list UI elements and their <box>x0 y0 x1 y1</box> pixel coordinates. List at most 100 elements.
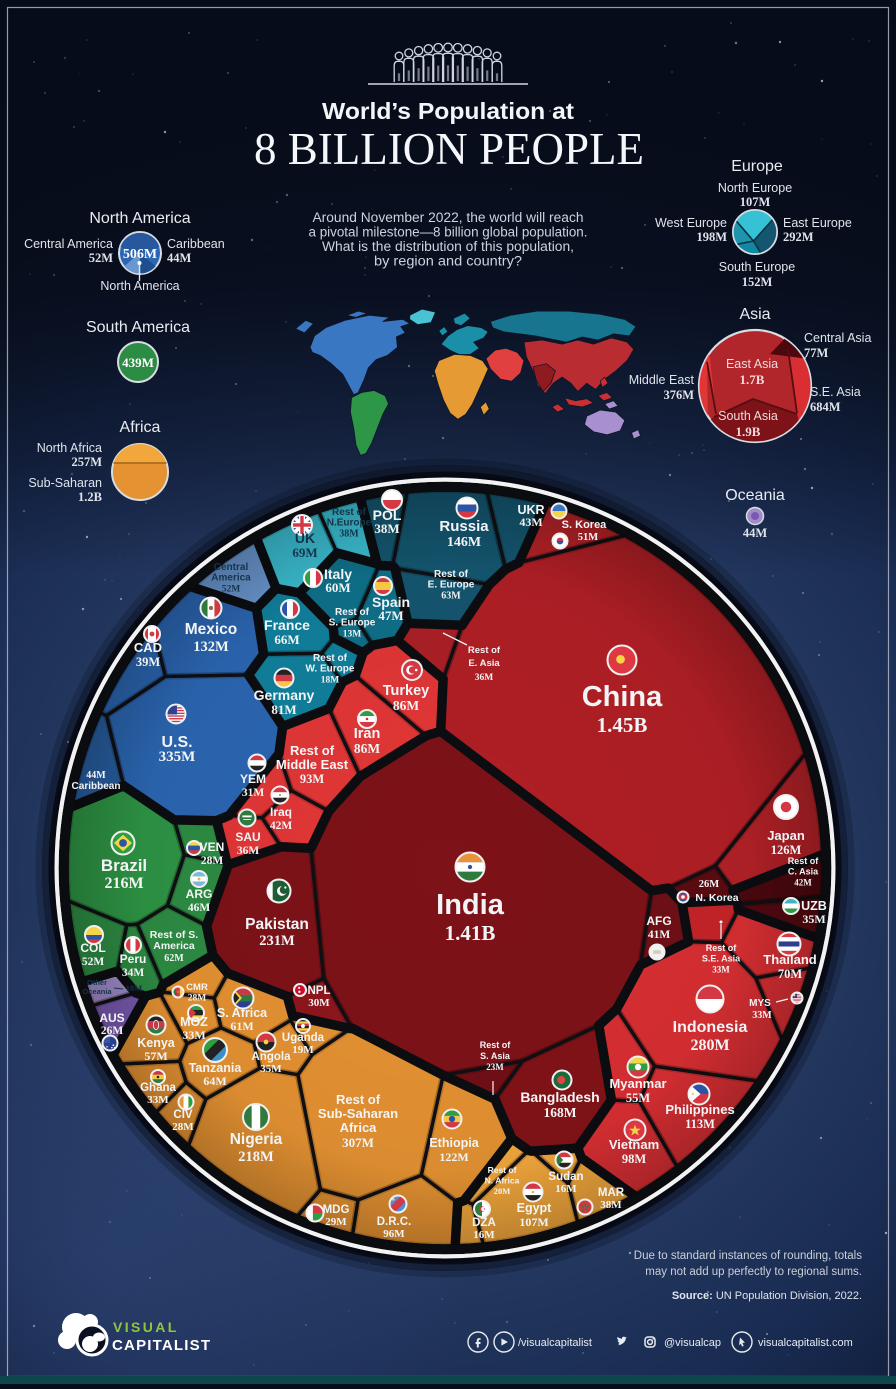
svg-text:18M: 18M <box>126 983 143 993</box>
svg-text:East Europe: East Europe <box>783 216 852 230</box>
svg-text:55M: 55M <box>626 1091 651 1105</box>
svg-text:Iran: Iran <box>354 726 381 742</box>
svg-text:376M: 376M <box>663 388 694 402</box>
svg-text:29M: 29M <box>325 1216 347 1228</box>
svg-text:Caribbean: Caribbean <box>167 237 225 251</box>
svg-text:96M: 96M <box>383 1228 405 1240</box>
svg-text:64M: 64M <box>203 1074 226 1088</box>
svg-text:41M: 41M <box>648 929 671 941</box>
svg-text:C. Asia: C. Asia <box>788 867 819 877</box>
svg-text:Uganda: Uganda <box>282 1032 325 1044</box>
svg-text:MDG: MDG <box>323 1204 350 1216</box>
svg-text:may not add up perfectly to re: may not add up perfectly to regional sum… <box>645 1266 862 1278</box>
svg-text:UK: UK <box>295 530 315 546</box>
svg-text:China: China <box>582 681 663 713</box>
svg-text:18M: 18M <box>321 676 340 686</box>
svg-text:Asia: Asia <box>739 306 770 323</box>
svg-text:Sub-Saharan: Sub-Saharan <box>318 1106 398 1121</box>
svg-text:Caribbean: Caribbean <box>72 781 121 792</box>
svg-text:43M: 43M <box>519 515 542 529</box>
svg-text:CIV: CIV <box>173 1109 193 1121</box>
svg-text:North America: North America <box>100 279 179 293</box>
svg-text:30M: 30M <box>308 997 330 1009</box>
svg-text:35M: 35M <box>802 912 825 926</box>
svg-text:44M: 44M <box>743 526 768 540</box>
svg-text:Thailand: Thailand <box>763 952 817 967</box>
svg-text:Rest of: Rest of <box>788 856 820 866</box>
svg-text:47M: 47M <box>378 608 403 623</box>
svg-text:439M: 439M <box>122 355 154 370</box>
svg-text:SAU: SAU <box>235 830 260 844</box>
svg-text:Iraq: Iraq <box>270 805 292 819</box>
svg-text:COL: COL <box>80 941 105 955</box>
svg-text:UKR: UKR <box>517 503 544 517</box>
svg-text:Rest of S.: Rest of S. <box>150 929 199 941</box>
svg-text:Oceania: Oceania <box>725 487 785 504</box>
svg-text:Europe: Europe <box>731 158 783 175</box>
svg-text:216M: 216M <box>104 875 143 892</box>
svg-text:West Europe: West Europe <box>655 216 727 230</box>
svg-text:Middle East: Middle East <box>276 757 349 772</box>
svg-text:66M: 66M <box>274 632 299 647</box>
svg-text:Tanzania: Tanzania <box>189 1061 243 1075</box>
svg-text:51M: 51M <box>578 532 599 543</box>
svg-text:1.45B: 1.45B <box>597 713 648 737</box>
svg-text:60M: 60M <box>325 580 350 595</box>
svg-text:South Europe: South Europe <box>719 260 795 274</box>
svg-text:38M: 38M <box>374 521 399 536</box>
svg-text:CAPITALIST: CAPITALIST <box>112 1337 211 1354</box>
svg-text:Oceania: Oceania <box>82 987 112 996</box>
svg-text:36M: 36M <box>475 673 494 683</box>
svg-text:81M: 81M <box>271 702 296 717</box>
svg-text:Bangladesh: Bangladesh <box>520 1089 599 1105</box>
svg-text:S. Korea: S. Korea <box>562 519 608 531</box>
svg-text:Vietnam: Vietnam <box>609 1137 659 1152</box>
svg-text:South Asia: South Asia <box>718 409 778 423</box>
svg-text:Indonesia: Indonesia <box>673 1019 748 1036</box>
svg-text:86M: 86M <box>354 741 381 756</box>
svg-text:S.E. Asia: S.E. Asia <box>702 954 741 964</box>
svg-text:D.R.C.: D.R.C. <box>377 1216 412 1228</box>
svg-text:23M: 23M <box>486 1062 504 1072</box>
svg-text:Turkey: Turkey <box>383 683 429 699</box>
svg-text:36M: 36M <box>237 845 260 857</box>
svg-text:North Europe: North Europe <box>718 181 792 195</box>
svg-text:28M: 28M <box>201 855 224 867</box>
svg-text:69M: 69M <box>292 545 317 560</box>
svg-text:Rest of: Rest of <box>332 507 367 518</box>
svg-text:126M: 126M <box>771 843 802 857</box>
svg-text:Rest of: Rest of <box>480 1040 512 1050</box>
svg-text:CMR: CMR <box>186 982 208 993</box>
svg-text:Sudan: Sudan <box>548 1171 583 1183</box>
svg-text:146M: 146M <box>447 535 481 550</box>
svg-text:MOZ: MOZ <box>180 1015 208 1029</box>
svg-text:26M: 26M <box>699 879 720 890</box>
svg-text:107M: 107M <box>519 1215 548 1229</box>
svg-text:231M: 231M <box>259 933 295 949</box>
svg-text:/visualcapitalist: /visualcapitalist <box>518 1337 592 1349</box>
svg-text:292M: 292M <box>783 230 814 244</box>
svg-text:335M: 335M <box>159 749 196 765</box>
svg-text:Middle East: Middle East <box>629 373 695 387</box>
svg-text:113M: 113M <box>685 1117 715 1131</box>
svg-text:684M: 684M <box>810 400 841 414</box>
svg-text:Japan: Japan <box>767 828 805 843</box>
svg-text:218M: 218M <box>238 1149 274 1165</box>
svg-text:CAD: CAD <box>134 640 162 655</box>
svg-text:Africa: Africa <box>340 1120 378 1135</box>
svg-text:Pakistan: Pakistan <box>245 916 309 933</box>
svg-text:MAR: MAR <box>598 1187 625 1199</box>
svg-text:132M: 132M <box>193 639 229 655</box>
svg-text:NPL: NPL <box>308 985 331 997</box>
svg-text:Myanmar: Myanmar <box>609 1076 666 1091</box>
svg-text:visualcapitalist.com: visualcapitalist.com <box>758 1337 853 1349</box>
svg-text:North Africa: North Africa <box>37 441 102 455</box>
svg-text:Around November 2022, the worl: Around November 2022, the world will rea… <box>313 210 584 225</box>
svg-text:America: America <box>211 573 251 584</box>
svg-text:UZB: UZB <box>801 899 827 913</box>
svg-text:North America: North America <box>89 210 190 227</box>
svg-text:Mexico: Mexico <box>185 621 238 638</box>
svg-text:31M: 31M <box>242 787 265 799</box>
svg-text:Rest of: Rest of <box>488 1165 517 1175</box>
svg-text:Ethiopia: Ethiopia <box>429 1136 479 1150</box>
